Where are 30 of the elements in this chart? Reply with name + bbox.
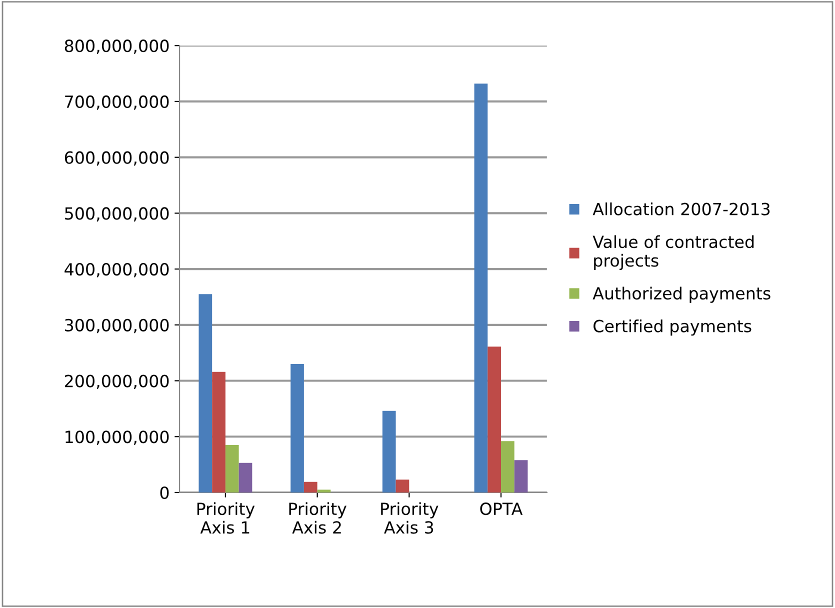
bar (501, 441, 514, 492)
y-tick-label: 200,000,000 (64, 374, 169, 390)
y-tick-label: 0 (160, 486, 169, 500)
legend-label: Certified payments (594, 320, 752, 336)
y-tick-label: 100,000,000 (66, 430, 169, 445)
bar (488, 346, 501, 492)
legend-label: Authorized payments (592, 286, 770, 303)
bar (198, 294, 212, 492)
y-tick-label: 800,000,000 (64, 40, 169, 54)
bar (238, 462, 252, 492)
bar (474, 84, 488, 492)
y-tick-label: 700,000,000 (65, 95, 169, 110)
x-tick-label: Priority Axis 2 (289, 502, 346, 534)
bar (304, 482, 318, 492)
bar (382, 410, 396, 492)
x-tick-label: Priority Axis 3 (381, 502, 438, 534)
legend-label: Value of contracted projects (592, 235, 754, 270)
y-tick-label: 600,000,000 (64, 151, 169, 166)
bar (317, 490, 331, 492)
x-tick-label: Priority Axis 1 (197, 502, 255, 534)
bar (212, 372, 226, 492)
legend-label: Allocation 2007-2013 (592, 202, 770, 216)
bar (290, 364, 304, 492)
y-tick-label: 500,000,000 (65, 207, 169, 222)
y-tick-label: 400,000,000 (64, 263, 169, 278)
x-tick-label: OPTA (480, 502, 523, 516)
bar (225, 445, 239, 492)
bar (514, 460, 528, 492)
y-tick-label: 300,000,000 (65, 318, 169, 334)
bar (396, 480, 410, 492)
